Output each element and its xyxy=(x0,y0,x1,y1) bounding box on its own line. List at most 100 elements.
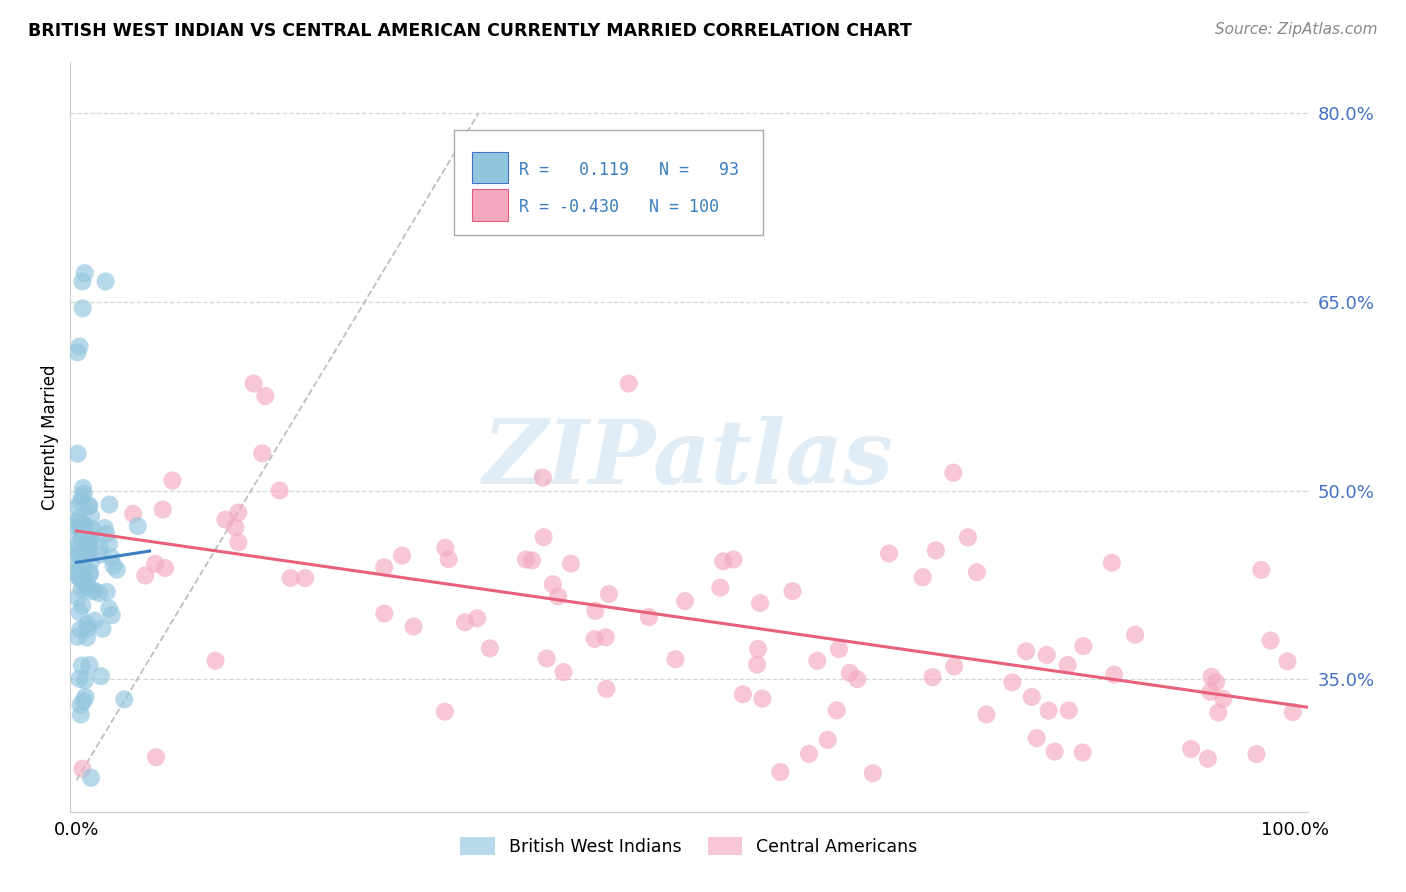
Point xyxy=(79,531,101,545)
Point xyxy=(1101,556,1123,570)
Point xyxy=(79,499,101,513)
Text: ZIPatlas: ZIPatlas xyxy=(484,417,894,503)
Point xyxy=(976,707,998,722)
Point xyxy=(93,521,115,535)
Point xyxy=(1043,745,1066,759)
Point xyxy=(89,586,111,600)
Point xyxy=(72,694,94,708)
Point xyxy=(122,507,145,521)
Point xyxy=(1206,706,1229,720)
Point xyxy=(72,524,94,539)
Point xyxy=(70,658,93,673)
Point xyxy=(942,466,965,480)
Point xyxy=(80,509,103,524)
Point xyxy=(1025,731,1047,745)
Point xyxy=(66,515,89,529)
Point xyxy=(67,511,90,525)
Point xyxy=(478,641,501,656)
Point xyxy=(77,539,100,553)
Point xyxy=(82,584,104,599)
Point xyxy=(547,590,569,604)
Point xyxy=(745,657,768,672)
Point xyxy=(280,571,302,585)
Point xyxy=(583,604,606,618)
Point xyxy=(709,581,731,595)
Text: R = -0.430   N = 100: R = -0.430 N = 100 xyxy=(519,198,720,216)
Point xyxy=(1250,563,1272,577)
Point xyxy=(1102,667,1125,681)
Point xyxy=(515,552,537,566)
Point xyxy=(77,532,100,546)
Point xyxy=(66,500,89,514)
Y-axis label: Currently Married: Currently Married xyxy=(41,364,59,510)
Point xyxy=(1260,633,1282,648)
Point xyxy=(73,568,96,582)
Point xyxy=(69,339,91,353)
Point xyxy=(1015,644,1038,658)
Point xyxy=(70,707,93,722)
Point xyxy=(69,526,91,541)
Point xyxy=(921,670,943,684)
Point xyxy=(373,560,395,574)
Point xyxy=(533,530,555,544)
Point xyxy=(134,568,156,582)
Point xyxy=(83,614,105,628)
Point xyxy=(250,446,273,460)
Point xyxy=(434,541,457,555)
Point xyxy=(76,631,98,645)
Point xyxy=(598,587,620,601)
Point xyxy=(69,623,91,637)
Point xyxy=(69,562,91,576)
Point xyxy=(72,274,94,288)
Point xyxy=(73,266,96,280)
Point xyxy=(69,672,91,686)
Point xyxy=(454,615,477,630)
Point xyxy=(80,771,103,785)
Point xyxy=(70,525,93,540)
Point xyxy=(73,558,96,572)
Point xyxy=(112,692,135,706)
Point xyxy=(595,630,617,644)
Point xyxy=(825,703,848,717)
Point xyxy=(89,541,111,555)
Point xyxy=(638,610,661,624)
Text: BRITISH WEST INDIAN VS CENTRAL AMERICAN CURRENTLY MARRIED CORRELATION CHART: BRITISH WEST INDIAN VS CENTRAL AMERICAN … xyxy=(28,22,912,40)
Point xyxy=(76,579,98,593)
Point xyxy=(553,665,575,679)
Point xyxy=(70,582,93,596)
Point xyxy=(583,632,606,646)
Point xyxy=(1180,742,1202,756)
Point xyxy=(769,765,792,780)
Point xyxy=(224,520,246,534)
Point xyxy=(72,544,94,558)
Point xyxy=(782,584,804,599)
FancyBboxPatch shape xyxy=(454,130,763,235)
Point xyxy=(862,766,884,780)
Point xyxy=(711,554,734,568)
Point xyxy=(214,513,236,527)
Point xyxy=(98,601,121,615)
Point xyxy=(817,732,839,747)
Point xyxy=(76,617,98,632)
Point xyxy=(79,658,101,673)
Point xyxy=(911,570,934,584)
Point xyxy=(1021,690,1043,704)
Legend: British West Indians, Central Americans: British West Indians, Central Americans xyxy=(453,830,925,863)
Point xyxy=(1246,747,1268,761)
Point xyxy=(943,659,966,673)
Point xyxy=(72,301,94,316)
Point xyxy=(94,527,117,541)
Point xyxy=(69,572,91,586)
Point xyxy=(1035,648,1057,662)
Point xyxy=(806,654,828,668)
Point xyxy=(1038,704,1060,718)
Point xyxy=(90,669,112,683)
Point xyxy=(66,541,89,556)
Point xyxy=(925,543,948,558)
Point xyxy=(77,546,100,560)
FancyBboxPatch shape xyxy=(472,152,509,183)
Point xyxy=(465,611,488,625)
Point xyxy=(69,605,91,619)
Point xyxy=(69,698,91,712)
Point xyxy=(1205,675,1227,690)
